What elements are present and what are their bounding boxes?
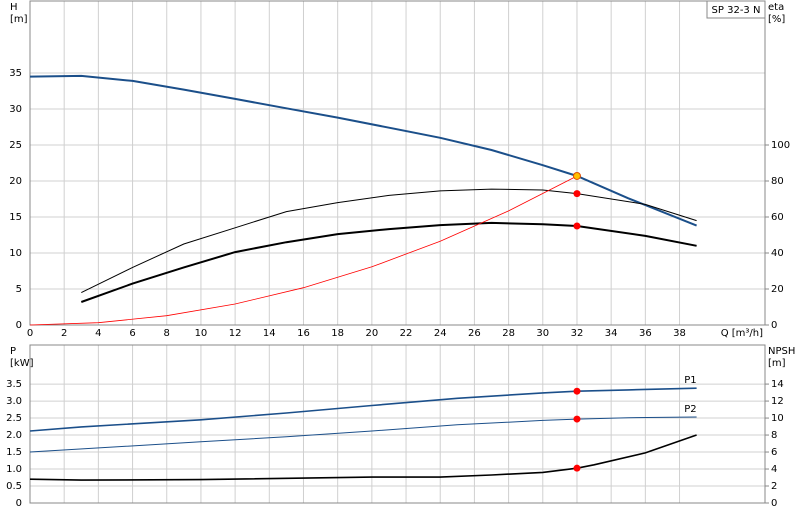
plot-frame <box>29 0 766 326</box>
y-tick-label: 1.5 <box>6 447 22 458</box>
x-tick-label: 2 <box>61 328 67 339</box>
x-tick-label: 36 <box>639 328 652 339</box>
curve <box>29 387 697 432</box>
x-tick-label: 18 <box>331 328 344 339</box>
y2-axis-unit: [%] <box>768 14 785 25</box>
x-tick-label: 38 <box>673 328 686 339</box>
x-tick-label: 26 <box>468 328 481 339</box>
y-axis-title: H <box>10 2 18 13</box>
y2-axis-title: NPSH <box>768 346 795 357</box>
y2-tick-label: 80 <box>771 176 784 187</box>
curve <box>29 74 697 227</box>
curve <box>29 434 697 481</box>
y2-tick-label: 4 <box>771 464 777 475</box>
operating-point <box>573 387 581 395</box>
x-tick-label: 14 <box>263 328 276 339</box>
x-tick-label: 34 <box>605 328 618 339</box>
y-tick-label: 2.5 <box>6 413 22 424</box>
y-tick-label: 15 <box>9 212 22 223</box>
x-tick-label: 22 <box>400 328 413 339</box>
y-tick-label: 25 <box>9 140 22 151</box>
y-axis-unit: [m] <box>10 14 28 25</box>
y2-tick-label: 60 <box>771 212 784 223</box>
y2-tick-label: 14 <box>771 379 784 390</box>
x-tick-label: 4 <box>95 328 101 339</box>
operating-point <box>573 415 581 423</box>
y-tick-label: 5 <box>16 284 22 295</box>
x-tick-label: 10 <box>195 328 208 339</box>
y2-tick-label: 2 <box>771 481 777 492</box>
x-tick-label: 24 <box>434 328 447 339</box>
model-box <box>706 0 766 19</box>
model-name: SP 32-3 N <box>712 5 761 16</box>
y-tick-label: 30 <box>9 104 22 115</box>
x-tick-label: 28 <box>502 328 515 339</box>
y-tick-label: 1.0 <box>6 464 22 475</box>
y2-tick-label: 100 <box>771 140 790 151</box>
x-tick-label: 20 <box>365 328 378 339</box>
plot-frame <box>29 344 766 504</box>
y-axis-unit: [kW] <box>10 358 34 369</box>
y-tick-label: 0 <box>16 320 22 331</box>
y2-tick-label: 10 <box>771 413 784 424</box>
x-tick-label: 0 <box>27 328 33 339</box>
curve <box>29 175 578 326</box>
y-tick-label: 35 <box>9 68 22 79</box>
x-tick-label: 30 <box>536 328 549 339</box>
operating-point <box>572 171 581 180</box>
y-tick-label: 0.5 <box>6 481 22 492</box>
y-tick-label: 0 <box>16 498 22 509</box>
y-tick-label: 2.0 <box>6 430 22 441</box>
operating-point <box>573 190 581 198</box>
series-label: P2 <box>684 404 696 415</box>
y-axis-title: P <box>10 346 16 357</box>
curve <box>29 416 697 453</box>
x-tick-label: 16 <box>297 328 310 339</box>
x-tick-label: 6 <box>129 328 135 339</box>
x-tick-label: 8 <box>164 328 170 339</box>
y2-tick-label: 0 <box>771 498 777 509</box>
y2-axis-unit: [m] <box>768 358 786 369</box>
series-label: P1 <box>684 375 696 386</box>
x-tick-label: 12 <box>229 328 242 339</box>
y-tick-label: 20 <box>9 176 22 187</box>
y2-tick-label: 20 <box>771 284 784 295</box>
y-tick-label: 3.5 <box>6 379 22 390</box>
plot-area <box>30 1 765 325</box>
y2-tick-label: 0 <box>771 320 777 331</box>
y-tick-label: 3.0 <box>6 396 22 407</box>
operating-point <box>573 222 581 230</box>
y2-tick-label: 6 <box>771 447 777 458</box>
y-tick-label: 10 <box>9 248 22 259</box>
y2-tick-label: 8 <box>771 430 777 441</box>
y2-tick-label: 12 <box>771 396 784 407</box>
operating-point <box>573 464 581 472</box>
y2-tick-label: 40 <box>771 248 784 259</box>
x-axis-title: Q [m³/h] <box>721 328 763 339</box>
y2-axis-title: eta <box>768 2 784 13</box>
x-tick-label: 32 <box>571 328 584 339</box>
